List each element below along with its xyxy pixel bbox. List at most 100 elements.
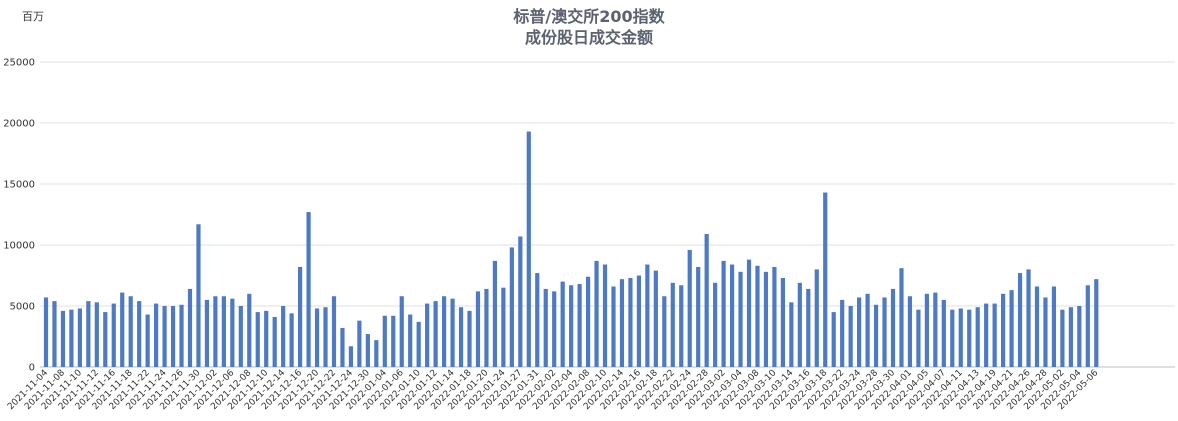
bar (823, 192, 828, 367)
bar (196, 224, 201, 367)
bar (636, 275, 641, 367)
bar (755, 265, 760, 367)
bar (526, 131, 531, 367)
y-tick-label: 5000 (10, 302, 35, 313)
bar (221, 296, 226, 367)
y-axis-unit-label: 百万 (22, 10, 44, 23)
y-axis-ticks: 0 5000 10000 15000 20000 25000 (3, 58, 35, 374)
bar (662, 296, 667, 367)
y-tick-label: 20000 (3, 119, 35, 130)
chart-title-line-2: 成份股日成交金额 (524, 28, 653, 47)
gridlines (40, 61, 1175, 368)
bar (162, 306, 167, 367)
bar (738, 271, 743, 367)
bar (137, 301, 142, 367)
bar (992, 303, 997, 367)
bar (255, 312, 260, 367)
bar (69, 309, 74, 367)
bar (645, 264, 650, 367)
bar (145, 314, 150, 367)
bar (797, 282, 802, 367)
bar (467, 310, 472, 367)
bar (602, 264, 608, 367)
bar (272, 316, 277, 367)
bar (128, 296, 133, 367)
bar (704, 234, 709, 367)
bar (535, 273, 540, 367)
bar (458, 307, 464, 367)
bar (120, 292, 125, 367)
bar (857, 297, 862, 367)
bar (958, 308, 963, 367)
bar (611, 286, 616, 367)
bar (1094, 279, 1099, 367)
bar (425, 303, 430, 367)
bar (1077, 306, 1082, 367)
bar (187, 288, 193, 367)
bar (1068, 307, 1073, 367)
bar (789, 302, 794, 367)
bar (1017, 273, 1023, 367)
bar (348, 346, 354, 367)
bar (696, 266, 701, 367)
bar (264, 310, 269, 367)
bar (1026, 269, 1031, 367)
bar (924, 293, 929, 367)
bar (687, 249, 692, 367)
bar (628, 277, 633, 367)
bar (831, 312, 836, 367)
bar (94, 302, 99, 367)
bar (967, 309, 972, 367)
bar (543, 288, 548, 367)
bar (518, 236, 523, 367)
bar (1051, 286, 1057, 367)
bar (433, 301, 438, 367)
bar (890, 288, 896, 367)
bar (840, 299, 845, 367)
bar (569, 285, 574, 367)
bar (916, 309, 921, 367)
bar (52, 301, 57, 367)
bar (950, 309, 955, 367)
bar (450, 298, 455, 367)
bar (475, 291, 481, 367)
bar (873, 304, 879, 367)
x-axis-ticks: 2021-11-042021-11-082021-11-102021-11-12… (6, 368, 1101, 412)
bar (111, 303, 116, 367)
bar (416, 321, 421, 367)
bar (492, 260, 498, 367)
bar (865, 293, 870, 367)
bar (399, 296, 404, 367)
chart-title-line-1: 标普/澳交所200指数 (513, 7, 665, 26)
bar (289, 313, 294, 367)
bar (306, 212, 311, 367)
bar (441, 296, 447, 367)
bar (814, 269, 819, 367)
bar (323, 307, 328, 367)
bar (577, 284, 582, 367)
y-tick-label: 15000 (3, 180, 35, 191)
bar (619, 279, 625, 367)
bar (43, 297, 49, 367)
bar (933, 292, 938, 367)
bar (103, 312, 108, 367)
y-tick-label: 25000 (3, 58, 35, 69)
bar (179, 304, 184, 367)
bar (331, 296, 337, 367)
bar (585, 276, 591, 367)
bar (204, 299, 210, 367)
bar (238, 306, 243, 367)
bar (1001, 293, 1006, 367)
bar (984, 303, 989, 367)
bar (975, 307, 980, 367)
bar (357, 320, 362, 367)
bar (230, 298, 235, 367)
y-tick-label: 10000 (3, 241, 35, 252)
bar (382, 315, 387, 367)
bar (340, 327, 345, 367)
bar (213, 296, 218, 367)
bar (298, 266, 303, 367)
bar (1060, 309, 1065, 367)
bar (314, 308, 320, 367)
